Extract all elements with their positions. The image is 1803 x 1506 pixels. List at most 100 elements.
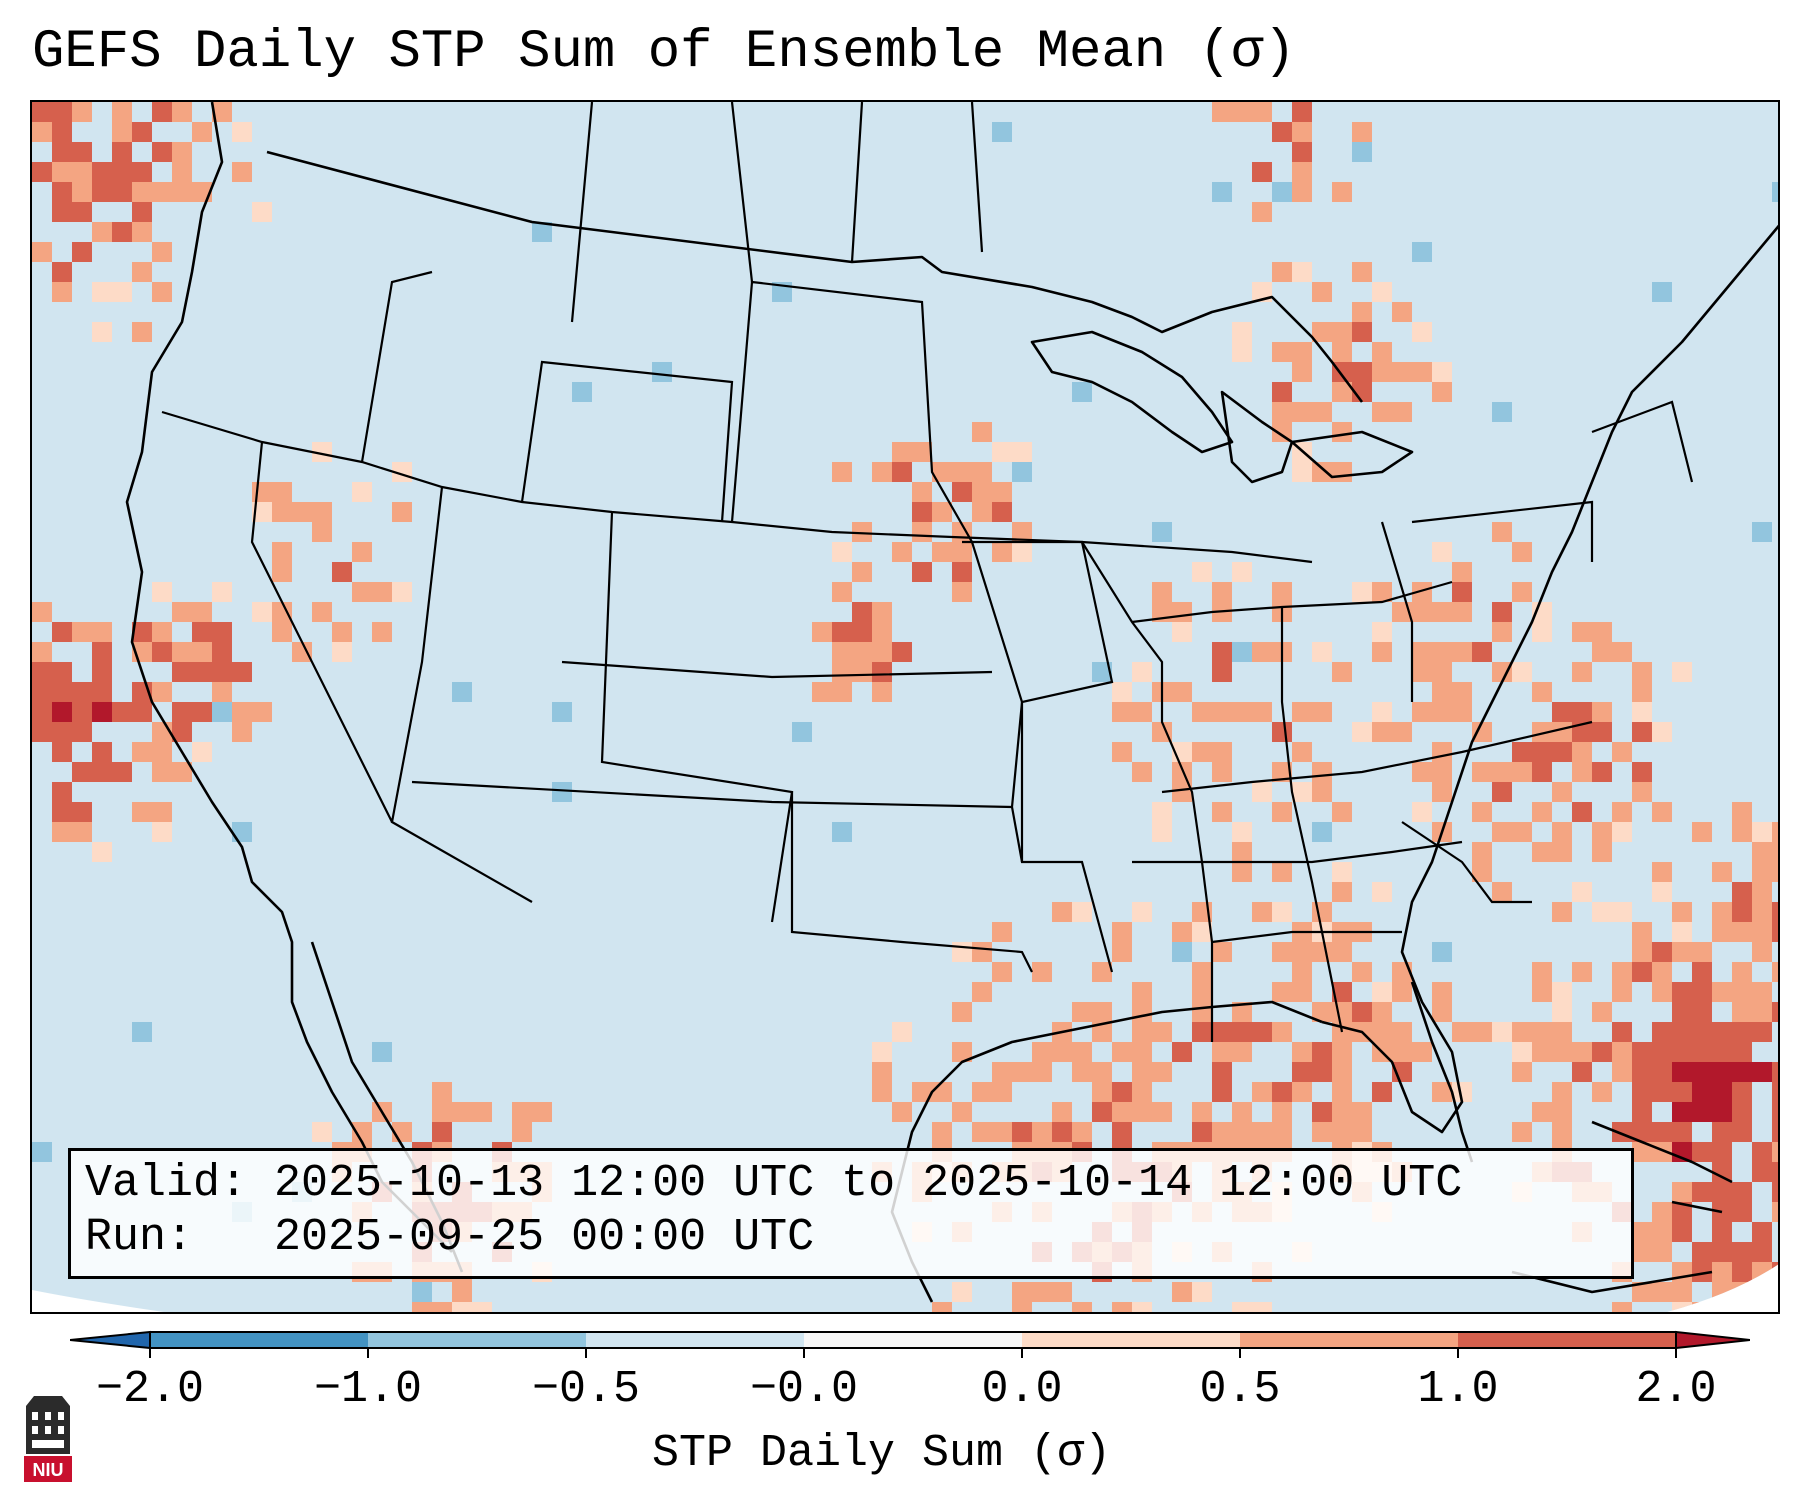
anomaly-cell	[1092, 1002, 1112, 1022]
anomaly-cell	[1672, 1002, 1692, 1022]
anomaly-cell	[932, 1122, 952, 1142]
anomaly-cell	[1652, 962, 1672, 982]
anomaly-cell	[932, 1302, 952, 1312]
anomaly-cell	[1372, 402, 1392, 422]
anomaly-cell	[152, 802, 172, 822]
anomaly-cell	[232, 662, 252, 682]
anomaly-cell	[912, 442, 932, 462]
anomaly-cell	[1252, 782, 1272, 802]
anomaly-cell	[1352, 1002, 1372, 1022]
anomaly-cell	[1432, 742, 1452, 762]
anomaly-cell	[172, 602, 192, 622]
anomaly-cell	[992, 502, 1012, 522]
anomaly-cell	[72, 202, 92, 222]
anomaly-cell	[1632, 1102, 1652, 1122]
anomaly-cell	[972, 462, 992, 482]
anomaly-cell	[1452, 642, 1472, 662]
anomaly-cell	[1132, 1042, 1152, 1062]
anomaly-cell	[1372, 1002, 1392, 1022]
anomaly-cell	[1752, 1162, 1772, 1182]
anomaly-cell	[1132, 662, 1152, 682]
anomaly-cell	[1412, 242, 1432, 262]
anomaly-cell	[1672, 662, 1692, 682]
anomaly-cell	[1672, 1082, 1692, 1102]
anomaly-cell	[52, 122, 72, 142]
anomaly-cell	[1292, 962, 1312, 982]
anomaly-cell	[1252, 702, 1272, 722]
anomaly-cell	[912, 562, 932, 582]
anomaly-cell	[1312, 1062, 1332, 1082]
anomaly-cell	[1332, 1082, 1352, 1102]
anomaly-cell	[1572, 1042, 1592, 1062]
anomaly-cell	[1372, 702, 1392, 722]
colorbar-under-triangle	[70, 1330, 151, 1350]
anomaly-cell	[1612, 742, 1632, 762]
anomaly-cell	[1332, 1062, 1352, 1082]
anomaly-cell	[1152, 522, 1172, 542]
anomaly-cell	[1692, 1102, 1712, 1122]
logo-banner	[24, 1456, 72, 1482]
anomaly-cell	[1692, 1042, 1712, 1062]
anomaly-cell	[1672, 1042, 1692, 1062]
anomaly-cell	[872, 1082, 892, 1102]
anomaly-cell	[1532, 962, 1552, 982]
anomaly-cell	[1572, 802, 1592, 822]
anomaly-cell	[1312, 1122, 1332, 1142]
anomaly-cell	[1192, 1282, 1212, 1302]
anomaly-cell	[172, 722, 192, 742]
anomaly-cell	[1212, 1042, 1232, 1062]
anomaly-cell	[1732, 922, 1752, 942]
anomaly-cell	[52, 202, 72, 222]
anomaly-cell	[1472, 722, 1492, 742]
anomaly-cell	[1592, 822, 1612, 842]
anomaly-cell	[1232, 862, 1252, 882]
anomaly-cell	[1072, 382, 1092, 402]
anomaly-cell	[1432, 542, 1452, 562]
anomaly-cell	[1692, 942, 1712, 962]
anomaly-cell	[1212, 1082, 1232, 1102]
anomaly-cell	[1312, 1002, 1332, 1022]
anomaly-cell	[1412, 582, 1432, 602]
anomaly-cell	[52, 782, 72, 802]
anomaly-cell	[32, 662, 52, 682]
anomaly-cell	[52, 662, 72, 682]
anomaly-cell	[1552, 1102, 1572, 1122]
anomaly-cell	[1432, 982, 1452, 1002]
anomaly-cell	[1292, 702, 1312, 722]
anomaly-cell	[512, 1102, 532, 1122]
anomaly-cell	[1432, 1082, 1452, 1102]
anomaly-cell	[1352, 142, 1372, 162]
anomaly-cell	[1752, 1002, 1772, 1022]
anomaly-cell	[212, 662, 232, 682]
anomaly-cell	[1512, 742, 1532, 762]
anomaly-cell	[1332, 802, 1352, 822]
anomaly-cell	[1332, 342, 1352, 362]
anomaly-cell	[1712, 1042, 1732, 1062]
anomaly-cell	[32, 722, 52, 742]
anomaly-cell	[1012, 1122, 1032, 1142]
anomaly-cell	[1432, 702, 1452, 722]
anomaly-cell	[1492, 662, 1512, 682]
anomaly-cell	[1532, 622, 1552, 642]
anomaly-cell	[1472, 642, 1492, 662]
anomaly-cell	[1532, 1042, 1552, 1062]
anomaly-cell	[1772, 1202, 1778, 1222]
anomaly-cell	[1172, 602, 1192, 622]
anomaly-cell	[1532, 982, 1552, 1002]
anomaly-cell	[1352, 362, 1372, 382]
anomaly-cell	[1272, 762, 1292, 782]
anomaly-cell	[1272, 382, 1292, 402]
anomaly-cell	[1772, 862, 1778, 882]
anomaly-cell	[1392, 402, 1412, 422]
anomaly-cell	[992, 1062, 1012, 1082]
anomaly-cell	[1432, 662, 1452, 682]
anomaly-cell	[1732, 1302, 1752, 1312]
anomaly-cell	[232, 702, 252, 722]
anomaly-cell	[1492, 782, 1512, 802]
anomaly-cell	[1772, 1082, 1778, 1102]
anomaly-cell	[972, 422, 992, 442]
anomaly-cell	[652, 362, 672, 382]
anomaly-cell	[972, 982, 992, 1002]
anomaly-cell	[1432, 782, 1452, 802]
anomaly-cell	[232, 162, 252, 182]
